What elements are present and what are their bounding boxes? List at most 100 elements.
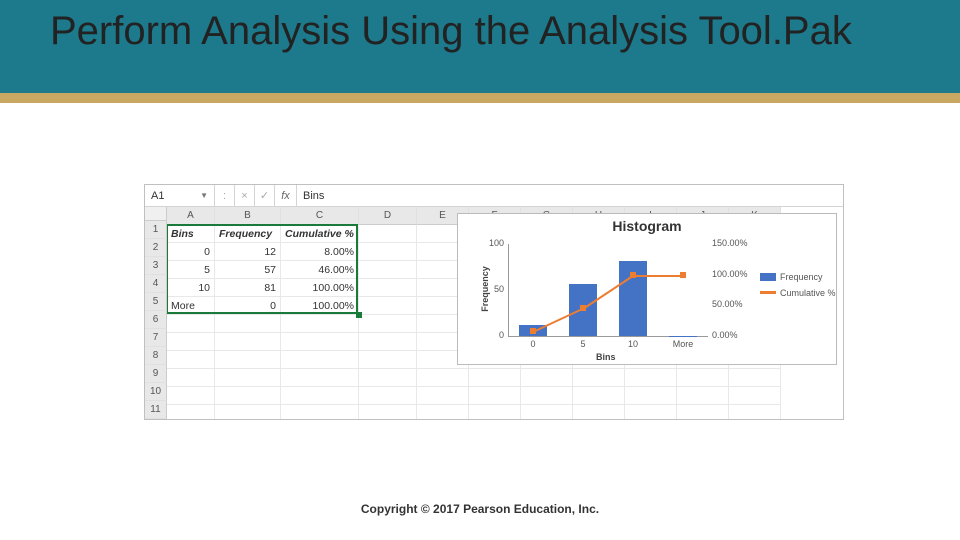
cell[interactable]: [521, 369, 573, 387]
cell[interactable]: [521, 387, 573, 405]
cell[interactable]: 81: [215, 279, 281, 297]
cell[interactable]: [167, 369, 215, 387]
cell[interactable]: Frequency: [215, 225, 281, 243]
cell[interactable]: [359, 225, 417, 243]
cell[interactable]: [729, 369, 781, 387]
cell[interactable]: [281, 315, 359, 333]
legend-swatch: [760, 273, 776, 281]
cell[interactable]: [729, 387, 781, 405]
cancel-icon[interactable]: ×: [235, 185, 255, 206]
cell[interactable]: [359, 279, 417, 297]
cell[interactable]: 0: [215, 297, 281, 315]
cell[interactable]: [281, 351, 359, 369]
cell[interactable]: [215, 387, 281, 405]
cell[interactable]: [359, 261, 417, 279]
cell[interactable]: [677, 405, 729, 419]
cell[interactable]: [573, 405, 625, 419]
column-header[interactable]: B: [215, 207, 281, 225]
formula-bar-input[interactable]: Bins: [297, 190, 843, 202]
row-header[interactable]: 5: [145, 293, 167, 311]
cell[interactable]: [281, 369, 359, 387]
cell[interactable]: [417, 405, 469, 419]
x-tick-label: 0: [513, 339, 553, 349]
cell[interactable]: 46.00%: [281, 261, 359, 279]
cell[interactable]: [281, 387, 359, 405]
cell[interactable]: [215, 315, 281, 333]
cell[interactable]: [625, 405, 677, 419]
cell[interactable]: [417, 387, 469, 405]
cell[interactable]: [677, 387, 729, 405]
legend-swatch: [760, 291, 776, 294]
cell[interactable]: [573, 369, 625, 387]
line-segment: [633, 275, 683, 277]
cell[interactable]: 10: [167, 279, 215, 297]
row-header[interactable]: 4: [145, 275, 167, 293]
cell[interactable]: [677, 369, 729, 387]
cell[interactable]: [625, 369, 677, 387]
cell[interactable]: Bins: [167, 225, 215, 243]
cell[interactable]: [281, 405, 359, 419]
cell[interactable]: 8.00%: [281, 243, 359, 261]
cell[interactable]: [359, 387, 417, 405]
cell[interactable]: [281, 333, 359, 351]
row-header[interactable]: 9: [145, 365, 167, 383]
cell[interactable]: [215, 333, 281, 351]
cell[interactable]: [359, 333, 417, 351]
cell[interactable]: [167, 387, 215, 405]
column-header[interactable]: A: [167, 207, 215, 225]
row-header[interactable]: 2: [145, 239, 167, 257]
cell[interactable]: [167, 315, 215, 333]
cell[interactable]: 100.00%: [281, 279, 359, 297]
cell[interactable]: [521, 405, 573, 419]
cell[interactable]: [215, 351, 281, 369]
column-header[interactable]: C: [281, 207, 359, 225]
confirm-icon[interactable]: ✓: [255, 185, 275, 206]
row-header[interactable]: 6: [145, 311, 167, 329]
name-box[interactable]: A1 ▼: [145, 185, 215, 206]
cell[interactable]: [469, 387, 521, 405]
cell[interactable]: [417, 369, 469, 387]
formula-bar-row: A1 ▼ : × ✓ fx Bins: [145, 185, 843, 207]
cell[interactable]: [167, 351, 215, 369]
cell[interactable]: [469, 405, 521, 419]
name-box-dropdown-icon[interactable]: ▼: [200, 191, 208, 200]
select-all-corner[interactable]: [145, 207, 167, 221]
x-tick-label: More: [663, 339, 703, 349]
row-header[interactable]: 3: [145, 257, 167, 275]
cell[interactable]: 57: [215, 261, 281, 279]
row-header[interactable]: 7: [145, 329, 167, 347]
column-header[interactable]: D: [359, 207, 417, 225]
name-box-value: A1: [151, 190, 164, 202]
cell[interactable]: [167, 405, 215, 419]
row-header[interactable]: 10: [145, 383, 167, 401]
cell[interactable]: [215, 405, 281, 419]
cell[interactable]: [359, 315, 417, 333]
fx-icon[interactable]: fx: [275, 185, 297, 206]
cell[interactable]: 100.00%: [281, 297, 359, 315]
cell[interactable]: More: [167, 297, 215, 315]
cell[interactable]: 0: [167, 243, 215, 261]
cell[interactable]: [359, 369, 417, 387]
cell[interactable]: [359, 351, 417, 369]
cell[interactable]: 5: [167, 261, 215, 279]
cell[interactable]: [359, 297, 417, 315]
cell[interactable]: 12: [215, 243, 281, 261]
cell[interactable]: [359, 405, 417, 419]
row-header[interactable]: 11: [145, 401, 167, 419]
cell[interactable]: [625, 387, 677, 405]
copyright-text: Copyright © 2017 Pearson Education, Inc.: [0, 502, 960, 516]
cell[interactable]: [359, 243, 417, 261]
fill-handle[interactable]: [356, 312, 362, 318]
y2-tick-label: 0.00%: [712, 330, 738, 340]
histogram-chart[interactable]: Histogram 0501000.00%50.00%100.00%150.00…: [457, 213, 837, 365]
row-header[interactable]: 1: [145, 221, 167, 239]
x-tick-label: 5: [563, 339, 603, 349]
cell[interactable]: [729, 405, 781, 419]
cell[interactable]: [215, 369, 281, 387]
cell[interactable]: [469, 369, 521, 387]
cell[interactable]: [573, 387, 625, 405]
row-header[interactable]: 8: [145, 347, 167, 365]
cell[interactable]: Cumulative %: [281, 225, 359, 243]
legend-item: Frequency: [760, 272, 836, 282]
cell[interactable]: [167, 333, 215, 351]
